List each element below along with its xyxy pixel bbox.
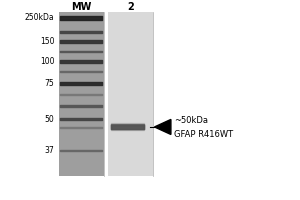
Text: GFAP R416WT: GFAP R416WT [174,130,233,139]
Text: 250kDa: 250kDa [25,13,54,22]
Text: 150: 150 [40,37,54,46]
Text: 75: 75 [45,79,54,88]
Polygon shape [154,119,171,134]
Text: 2: 2 [127,2,134,12]
Text: 100: 100 [40,57,54,66]
Text: ~50kDa: ~50kDa [174,116,208,125]
Text: MW: MW [71,2,92,12]
Text: 37: 37 [45,146,54,155]
Text: 50: 50 [45,115,54,124]
